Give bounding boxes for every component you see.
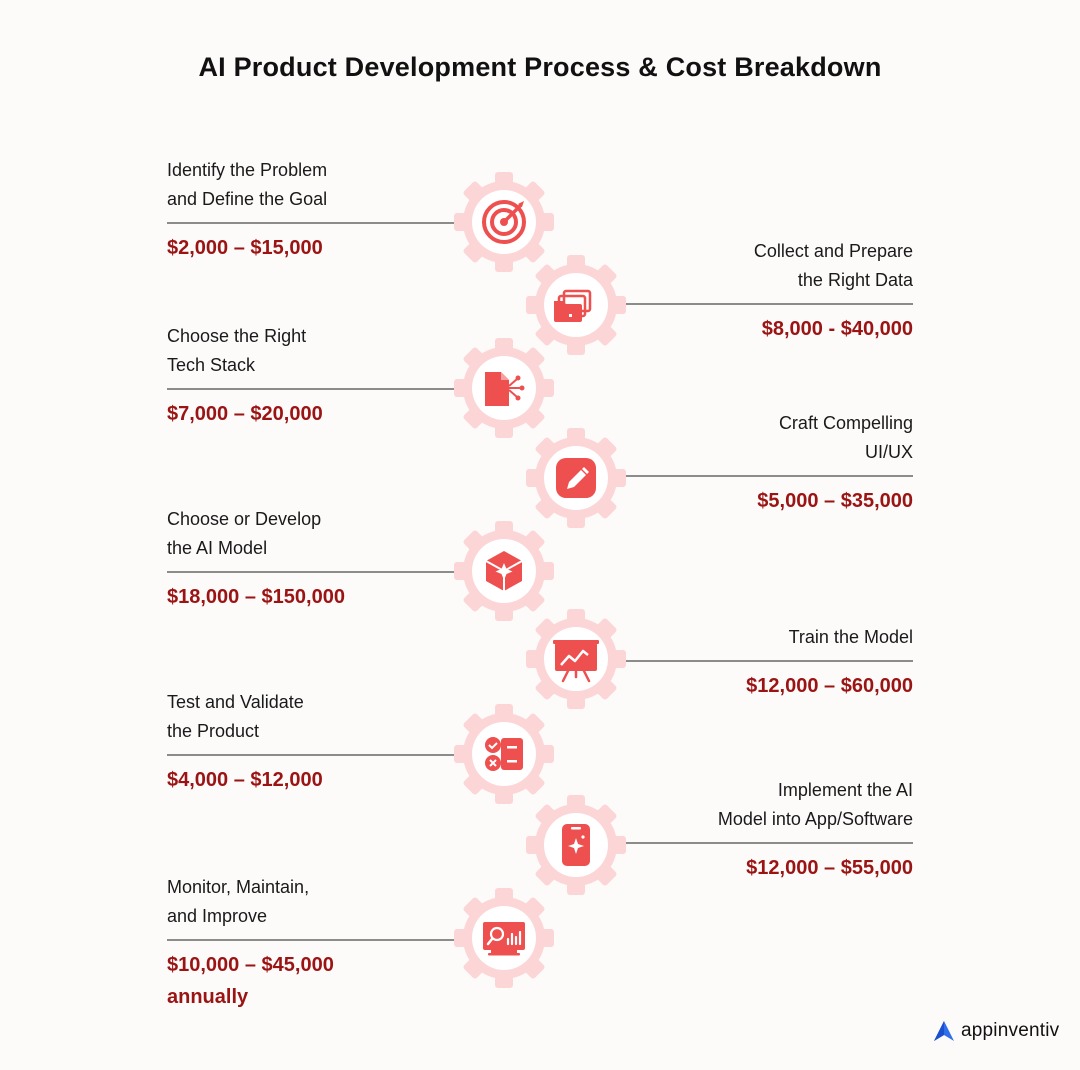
ai-cube-icon [454, 521, 554, 621]
step-label: Choose or Develop the AI Model [167, 509, 322, 558]
gear-5 [452, 519, 556, 623]
gear-3 [452, 336, 556, 440]
step-cost: $12,000 – $60,000 [746, 674, 913, 697]
step-collect-data: Collect and Prepare the Right Data $8,00… [620, 237, 913, 345]
step-cost: $7,000 – $20,000 [167, 402, 323, 425]
step-test-validate: Test and Validate the Product $4,000 – $… [167, 688, 457, 796]
folders-icon [526, 255, 626, 355]
divider [620, 842, 913, 844]
page-title: AI Product Development Process & Cost Br… [198, 52, 882, 82]
step-label: Implement the AI Model into App/Software [717, 780, 913, 829]
appinventiv-logo-icon [934, 1021, 954, 1041]
checklist-icon [454, 704, 554, 804]
step-cost: $10,000 – $45,000 annually [167, 953, 334, 1008]
gear-6 [524, 607, 628, 711]
divider [167, 939, 457, 941]
brand-logo: appinventiv [932, 1019, 1059, 1043]
step-cost: $8,000 - $40,000 [761, 317, 913, 340]
step-monitor-maintain: Monitor, Maintain, and Improve $10,000 –… [167, 873, 457, 1013]
step-cost: $2,000 – $15,000 [167, 236, 323, 259]
pencil-icon [526, 428, 626, 528]
step-identify-problem: Identify the Problem and Define the Goal… [167, 156, 457, 264]
gear-4 [524, 426, 628, 530]
step-cost: $5,000 – $35,000 [757, 489, 913, 512]
divider [620, 475, 913, 477]
gear-1 [452, 170, 556, 274]
divider [167, 754, 457, 756]
step-label: Craft Compelling UI/UX [778, 413, 913, 462]
gear-7 [452, 702, 556, 806]
gear-9 [452, 886, 556, 990]
step-label: Identify the Problem and Define the Goal [167, 160, 328, 209]
step-label: Test and Validate the Product [167, 692, 304, 741]
gear-2 [524, 253, 628, 357]
brand-name: appinventiv [961, 1020, 1060, 1041]
step-cost: $4,000 – $12,000 [167, 768, 323, 791]
divider [620, 303, 913, 305]
divider [167, 222, 457, 224]
document-network-icon [454, 338, 554, 438]
target-icon [454, 172, 554, 272]
step-label: Collect and Prepare the Right Data [753, 241, 913, 290]
step-ai-model: Choose or Develop the AI Model $18,000 –… [167, 505, 457, 613]
step-ui-ux: Craft Compelling UI/UX $5,000 – $35,000 [620, 409, 913, 517]
step-label: Choose the Right Tech Stack [167, 326, 307, 375]
step-cost: $18,000 – $150,000 [167, 585, 345, 608]
gear-8 [524, 793, 628, 897]
step-label: Train the Model [788, 627, 913, 647]
divider [167, 571, 457, 573]
smartphone-ai-icon [526, 795, 626, 895]
step-label: Monitor, Maintain, and Improve [167, 877, 310, 926]
monitor-analytics-icon [454, 888, 554, 988]
step-implement-model: Implement the AI Model into App/Software… [620, 776, 913, 884]
divider [620, 660, 913, 662]
step-cost: $12,000 – $55,000 [746, 856, 913, 879]
divider [167, 388, 457, 390]
presentation-chart-icon [526, 609, 626, 709]
step-train-model: Train the Model $12,000 – $60,000 [620, 623, 913, 702]
step-tech-stack: Choose the Right Tech Stack $7,000 – $20… [167, 322, 457, 430]
